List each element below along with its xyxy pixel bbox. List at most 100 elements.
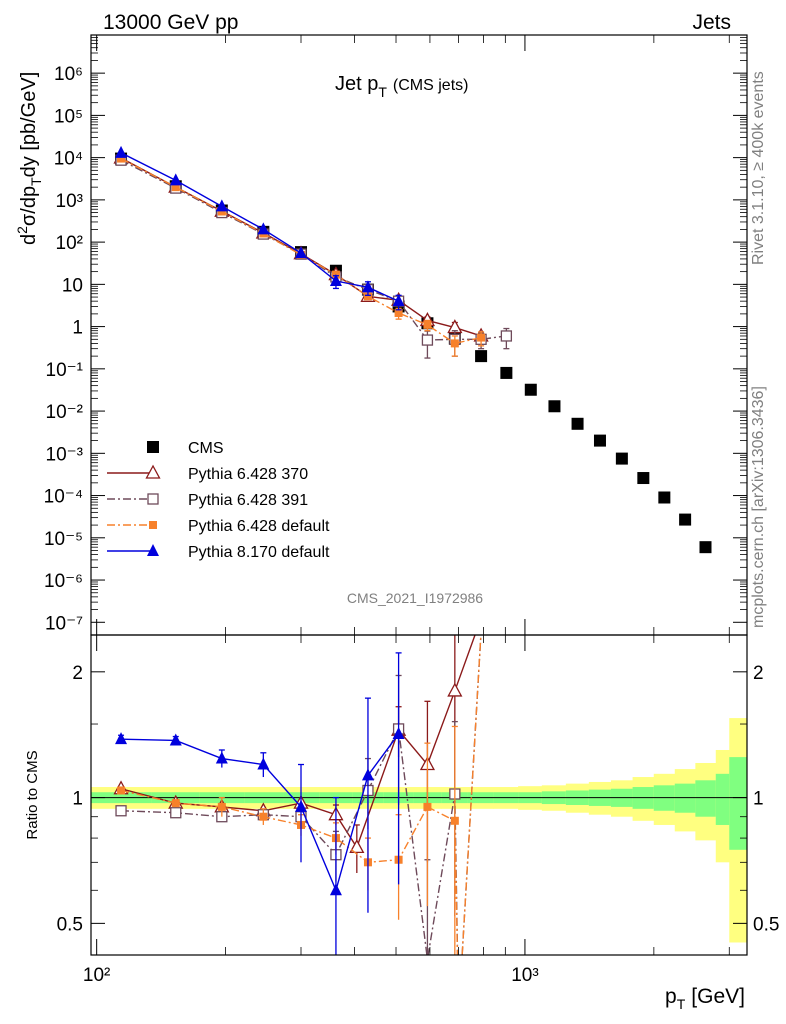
ratio-point-py8_default <box>215 751 228 764</box>
data-point-py8_default <box>361 280 374 293</box>
ratio-line-py8_default <box>121 733 400 893</box>
ratio-point-py8_default <box>329 883 342 896</box>
ylabel-part-d: T <box>28 177 44 186</box>
legend-label-py6_default: Pythia 6.428 default <box>188 518 330 535</box>
legend-label-cms: CMS <box>188 440 224 457</box>
series-line-py6_391 <box>120 159 507 341</box>
data-point-cms <box>571 417 584 430</box>
data-point-cms <box>500 366 513 379</box>
data-point-py6_default <box>217 207 226 216</box>
ylabel-part-c: σ/dp <box>18 186 40 226</box>
ratio-point-py6_370 <box>447 682 463 697</box>
chart-title-suffix: (CMS jets) <box>393 77 469 94</box>
ratio-y-tick-label-right: 2 <box>753 663 764 684</box>
data-point-py6_default <box>363 292 372 301</box>
ratio-line-py6_391 <box>121 635 482 955</box>
ylabel-part-b: 2 <box>14 226 30 234</box>
main-panel: 10⁻⁷ 10⁻⁶ 10⁻⁵ 10⁻⁴ 10⁻³ 10⁻² 10⁻¹ 1 10 10² 10³ 10⁴… <box>14 34 748 636</box>
x-axis-label: pT [GeV] <box>665 985 745 1012</box>
uncertainty-band-inner <box>715 773 730 825</box>
ratio-point-py8_default <box>392 726 405 739</box>
data-point-py8_default <box>115 145 128 158</box>
data-point-cms <box>615 452 628 465</box>
ratio-line-py6_default <box>120 635 482 955</box>
main-x-tickmarks <box>96 35 730 635</box>
data-point-py6_default <box>450 339 459 348</box>
rivet-version-label: Rivet 3.1.10, ≥ 400k events <box>750 71 767 265</box>
legend-marker-cms <box>147 441 159 453</box>
legend-marker-py8_default <box>147 544 159 556</box>
y-tick-label: 10⁶ <box>54 64 83 85</box>
legend-marker-py6_370 <box>145 464 161 479</box>
y-tick-label: 10⁻⁷ <box>45 613 83 634</box>
series-line-py8_default <box>120 152 399 302</box>
legend-marker-py6_default <box>149 521 157 529</box>
process-label: 13000 GeV pp <box>103 11 238 34</box>
y-tick-label: 10⁴ <box>54 149 83 170</box>
category-label: Jets <box>692 11 731 34</box>
ratio-point-py8_default <box>361 768 374 781</box>
ratio-point-py8_default <box>257 757 270 770</box>
uncertainty-band-inner <box>674 783 696 813</box>
chart-title-main: Jet p <box>335 73 378 95</box>
analysis-watermark: CMS_2021_I1972986 <box>347 590 483 606</box>
ratio-point-py6_391 <box>170 807 182 819</box>
x-tick-label: 10³ <box>511 965 538 986</box>
y-tick-label: 10⁻⁵ <box>44 529 83 550</box>
ratio-point-py6_default <box>423 802 432 811</box>
y-tick-label: 10⁻³ <box>46 444 84 465</box>
xlabel-part-a: p <box>665 985 677 1008</box>
y-tick-label: 1 <box>72 318 83 339</box>
data-point-cms <box>475 350 488 363</box>
ratio-point-py6_default <box>171 799 180 808</box>
data-point-py8_default <box>169 173 182 186</box>
legend-label-py8_default: Pythia 8.170 default <box>188 544 330 561</box>
data-point-py6_default <box>477 333 486 342</box>
ratio-y-tick-label-right: 0.5 <box>753 914 779 935</box>
data-point-py8_default <box>392 294 405 307</box>
main-y-axis-label: d2σ/dpTdy [pb/GeV] <box>14 72 44 245</box>
data-point-cms <box>637 472 650 485</box>
ratio-point-py6_default <box>217 802 226 811</box>
ratio-y-tick-label: 2 <box>72 663 83 684</box>
data-point-py6_default <box>171 183 180 192</box>
data-point-cms <box>679 513 692 526</box>
mcplots-label: mcplots.cern.ch [arXiv:1306.3436] <box>750 386 767 628</box>
data-point-cms <box>524 383 537 396</box>
ratio-y-axis-label: Ratio to CMS <box>24 750 41 839</box>
ratio-point-py8_default <box>295 799 308 812</box>
y-tick-label: 10² <box>56 233 83 254</box>
ratio-frame <box>90 634 748 956</box>
main-plot-area <box>113 145 712 554</box>
data-point-cms <box>699 541 712 554</box>
y-tick-label: 10 <box>62 275 83 296</box>
legend-label-py6_391: Pythia 6.428 391 <box>188 492 308 509</box>
x-tick-label: 10² <box>83 965 110 986</box>
ratio-point-py6_370 <box>349 839 365 854</box>
main-y-axis: 10⁻⁷ 10⁻⁶ 10⁻⁵ 10⁻⁴ 10⁻³ 10⁻² 10⁻¹ 1 10 10² 10³ 10⁴… <box>44 34 747 634</box>
legend-marker-py6_391 <box>147 493 159 505</box>
data-point-py6_default <box>117 154 126 163</box>
legend-label-py6_370: Pythia 6.428 370 <box>188 466 308 483</box>
data-point-py8_default <box>257 222 270 235</box>
ratio-point-py6_default <box>117 786 126 795</box>
ratio-point-py8_default <box>115 732 128 745</box>
y-tick-label: 10³ <box>56 191 83 212</box>
y-tick-label: 10⁻¹ <box>46 360 84 381</box>
ratio-x-axis: 10² 10³ <box>83 635 730 986</box>
ratio-panel: 0.5 0.5 1 1 2 2 10² 10³ Ratio to CMS pT [GeV] <box>24 634 780 1012</box>
ylabel-part-e: dy [pb/GeV] <box>18 72 40 178</box>
ratio-y-axis: 0.5 0.5 1 1 2 2 <box>57 663 780 936</box>
y-tick-label: 10⁻⁶ <box>44 571 83 592</box>
data-point-py6_default <box>423 320 432 329</box>
data-point-py6_default <box>394 308 403 317</box>
xlabel-part-b: T <box>677 996 686 1012</box>
chart-title-sub: T <box>378 84 387 100</box>
data-point-py8_default <box>329 274 342 287</box>
data-point-cms <box>593 434 606 447</box>
y-tick-label: 10⁻² <box>46 402 84 423</box>
xlabel-part-c: [GeV] <box>691 985 745 1008</box>
y-tick-label: 10⁻⁴ <box>44 487 83 508</box>
data-point-cms <box>658 491 671 504</box>
